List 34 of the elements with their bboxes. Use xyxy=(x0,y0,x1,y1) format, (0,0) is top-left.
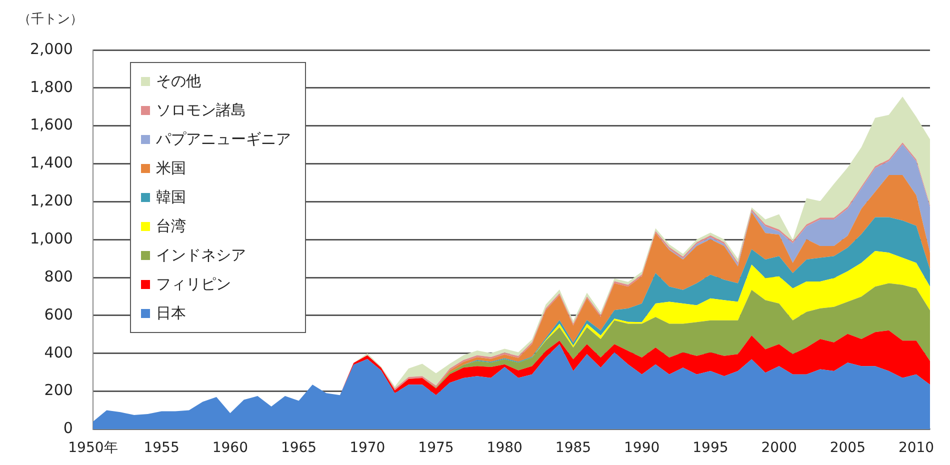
x-tick-label: 2010 xyxy=(898,440,934,456)
x-tick-label: 1950年 xyxy=(68,440,118,456)
y-tick-label: 1,200 xyxy=(30,192,73,210)
y-tick-label: 2,000 xyxy=(30,40,73,58)
y-tick-label: 1,400 xyxy=(30,154,73,172)
y-tick-label: 400 xyxy=(44,343,73,362)
legend-label: パプアニューギニア xyxy=(156,130,291,149)
x-tick-label: 1990 xyxy=(624,440,660,456)
legend-label: ソロモン諸島 xyxy=(156,101,246,120)
y-tick-label: 800 xyxy=(44,267,73,286)
x-tick-label: 1995 xyxy=(692,440,728,456)
x-tick-label: 1955 xyxy=(144,440,180,456)
legend-label: 日本 xyxy=(156,304,186,323)
x-tick-label: 1980 xyxy=(486,440,522,456)
legend-label: 米国 xyxy=(156,159,186,178)
y-tick-label: 600 xyxy=(44,305,73,324)
y-axis-title: （千トン） xyxy=(18,11,83,28)
x-tick-label: 2000 xyxy=(761,440,797,456)
legend-label: 台湾 xyxy=(156,217,186,236)
y-tick-label: 1,000 xyxy=(30,229,73,248)
x-tick-label: 1965 xyxy=(280,440,317,456)
y-tick-label: 1,600 xyxy=(30,116,73,134)
legend-label: フィリピン xyxy=(156,275,231,294)
y-tick-label: 0 xyxy=(63,419,73,438)
legend-label: インドネシア xyxy=(156,246,246,265)
x-tick-label: 1960 xyxy=(212,440,248,456)
y-tick-label: 1,800 xyxy=(30,78,73,96)
legend-label: 韓国 xyxy=(156,188,186,207)
y-tick-label: 200 xyxy=(44,381,73,400)
x-tick-label: 1985 xyxy=(555,440,592,456)
legend-label: その他 xyxy=(156,72,201,91)
x-tick-label: 2005 xyxy=(830,440,866,456)
x-tick-label: 1970 xyxy=(350,440,386,456)
x-tick-label: 1975 xyxy=(418,440,454,456)
